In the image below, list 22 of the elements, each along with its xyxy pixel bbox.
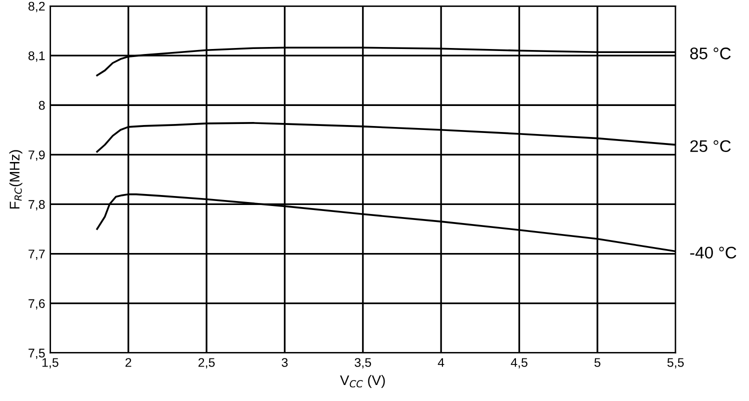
y-axis-title: F$_{RC}$(MHz) [9,150,22,209]
y-tick-label: 8,1 [28,51,45,62]
x-tick-label: 1,5 [42,358,58,368]
y-tick-label: 8 [38,100,45,110]
y-tick-label: 7,8 [28,200,45,210]
series-label: -40 °C [690,246,736,259]
x-tick-label: 3,5 [354,358,372,368]
x-tick-label: 2 [126,358,132,367]
x-tick-label: 2,5 [198,358,215,368]
x-tick-label: 4 [438,358,444,367]
y-tick-label: 7,5 [28,348,45,360]
y-tick-label: 8,2 [28,2,45,12]
y-tick-label: 7,7 [28,250,45,260]
x-axis-title: V$_{CC}$ (V) [340,374,385,388]
x-tick-label: 5 [594,358,600,367]
series-label: 25 °C [690,140,731,152]
y-tick-label: 7,9 [28,150,45,161]
x-tick-label: 5,5 [667,358,684,368]
x-tick-label: 3 [282,358,288,367]
series-label: 85 °C [690,48,731,60]
y-tick-label: 7,6 [28,299,45,310]
x-tick-label: 4,5 [510,358,528,368]
